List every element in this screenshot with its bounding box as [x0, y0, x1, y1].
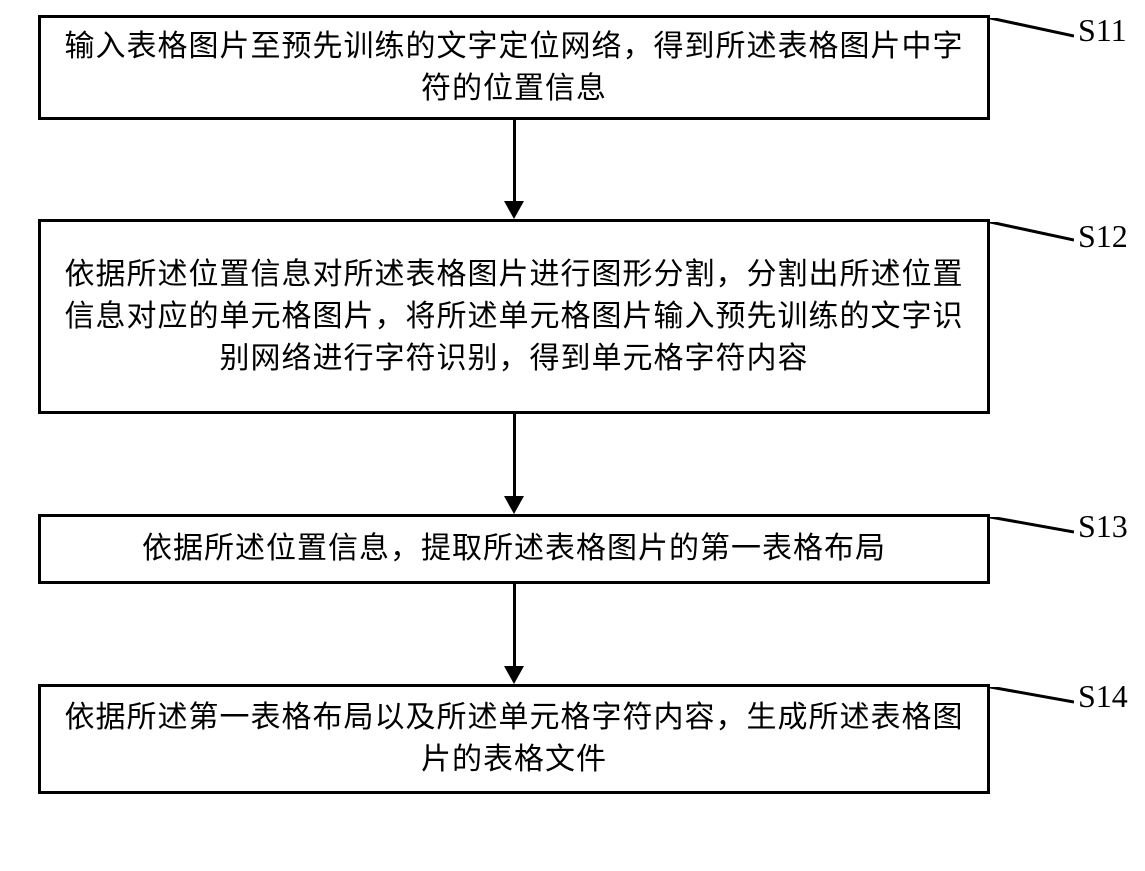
- flowchart-node-s14: 依据所述第一表格布局以及所述单元格字符内容，生成所述表格图片的表格文件: [38, 684, 990, 794]
- step-label-s14: S14: [1078, 678, 1128, 715]
- callout-line-s11: [990, 18, 1074, 38]
- callout-line-s14: [990, 687, 1074, 705]
- arrow-head: [504, 201, 524, 219]
- node-text: 输入表格图片至预先训练的文字定位网络，得到所述表格图片中字符的位置信息: [61, 26, 967, 110]
- node-text: 依据所述第一表格布局以及所述单元格字符内容，生成所述表格图片的表格文件: [61, 697, 967, 781]
- flowchart-canvas: 输入表格图片至预先训练的文字定位网络，得到所述表格图片中字符的位置信息 S11 …: [0, 0, 1145, 871]
- arrow-head: [504, 666, 524, 684]
- arrow-head: [504, 496, 524, 514]
- node-text: 依据所述位置信息，提取所述表格图片的第一表格布局: [142, 528, 886, 570]
- callout-line-s13: [990, 517, 1074, 535]
- node-text: 依据所述位置信息对所述表格图片进行图形分割，分割出所述位置信息对应的单元格图片，…: [61, 254, 967, 380]
- flowchart-node-s12: 依据所述位置信息对所述表格图片进行图形分割，分割出所述位置信息对应的单元格图片，…: [38, 219, 990, 414]
- arrow-s12-s13: [513, 414, 516, 497]
- step-label-s11: S11: [1078, 12, 1127, 49]
- arrow-s13-s14: [513, 584, 516, 667]
- step-label-s12: S12: [1078, 218, 1128, 255]
- flowchart-node-s13: 依据所述位置信息，提取所述表格图片的第一表格布局: [38, 514, 990, 584]
- step-label-s13: S13: [1078, 508, 1128, 545]
- flowchart-node-s11: 输入表格图片至预先训练的文字定位网络，得到所述表格图片中字符的位置信息: [38, 15, 990, 120]
- callout-line-s12: [990, 222, 1074, 242]
- arrow-s11-s12: [513, 120, 516, 202]
